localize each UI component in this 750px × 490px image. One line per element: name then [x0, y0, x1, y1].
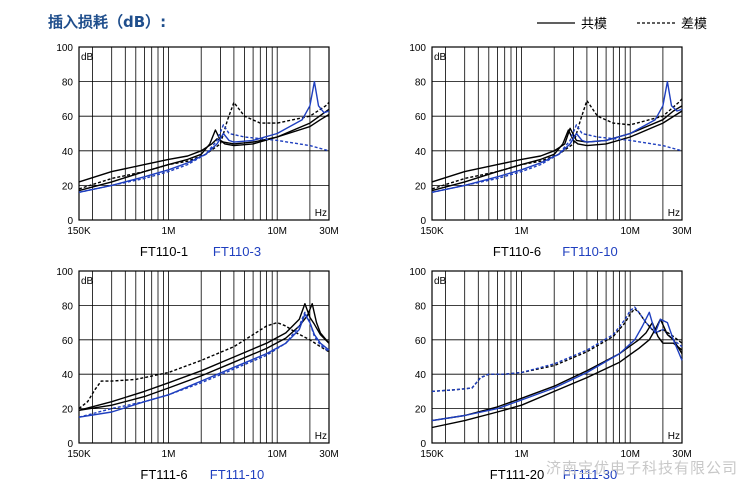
series-line-5: [431, 124, 683, 193]
x-tick-label: 1M: [515, 226, 529, 237]
y-tick-label: 80: [62, 301, 74, 312]
y-tick-label: 0: [67, 216, 73, 227]
x-unit-label: Hz: [668, 431, 680, 442]
chart-panel-3: 0 20 40 60 80 100 150K 1M 10M 30M dB Hz FT111-6 FT111…: [56, 267, 338, 482]
series-line-1: [78, 321, 330, 410]
plot-background: [432, 47, 682, 220]
y-tick-label: 60: [62, 336, 74, 347]
series-line-3: [78, 108, 330, 192]
x-tick-label: 10M: [620, 226, 639, 237]
y-tick-label: 60: [62, 112, 74, 123]
series-line-5: [431, 311, 683, 422]
page-title: 插入损耗（dB）:: [48, 13, 167, 31]
plot-background: [79, 271, 329, 443]
legend: 共模 差模: [537, 17, 707, 32]
caption-blue: FT110-3: [213, 244, 261, 259]
series-line-4: [78, 80, 330, 193]
watermark: 济南宝优电子科技有限公司: [545, 459, 738, 477]
series-line-5: [78, 124, 330, 193]
series-line-1: [431, 105, 683, 183]
plot-frame: [78, 270, 330, 444]
series-line-2: [78, 303, 330, 411]
x-tick-label: 30M: [672, 449, 691, 460]
series-line-3: [78, 303, 330, 411]
y-tick-label: 20: [415, 181, 427, 192]
x-tick-label: 150K: [67, 449, 91, 460]
y-tick-label: 60: [415, 112, 427, 123]
y-unit-label: dB: [81, 52, 94, 63]
y-unit-label: dB: [81, 276, 94, 287]
x-tick-label: 10M: [267, 226, 286, 237]
caption-blue: FT111-30: [563, 467, 617, 482]
x-tick-label: 150K: [420, 226, 444, 237]
y-tick-label: 60: [415, 336, 427, 347]
x-tick-label: 30M: [319, 449, 338, 460]
y-tick-label: 100: [409, 267, 426, 278]
x-tick-label: 30M: [319, 226, 338, 237]
y-tick-label: 80: [415, 78, 427, 89]
y-unit-label: dB: [434, 52, 447, 63]
x-unit-label: Hz: [668, 208, 680, 219]
chart-panel-1: 0 20 40 60 80 100 150K 1M 10M 30M dB Hz FT110-1 FT110…: [56, 43, 338, 259]
plot-frame: [431, 46, 683, 221]
plot-background: [79, 47, 329, 220]
chart-panel-2: 0 20 40 60 80 100 150K 1M 10M 30M dB Hz FT110-6 FT110…: [409, 43, 691, 259]
x-tick-label: 150K: [420, 449, 444, 460]
plot-frame: [78, 46, 330, 221]
y-tick-label: 40: [415, 370, 427, 381]
x-tick-label: 10M: [267, 449, 286, 460]
series-line-3: [431, 110, 683, 192]
y-tick-label: 40: [415, 147, 427, 158]
y-tick-label: 20: [415, 405, 427, 416]
x-tick-label: 1M: [162, 226, 176, 237]
caption-blue: FT111-10: [210, 467, 264, 482]
series-line-2: [431, 306, 683, 393]
y-tick-label: 40: [62, 147, 74, 158]
y-tick-label: 80: [62, 78, 74, 89]
series-line-4: [431, 80, 683, 193]
y-tick-label: 100: [56, 43, 73, 54]
y-tick-label: 80: [415, 301, 427, 312]
y-tick-label: 0: [420, 439, 426, 450]
x-tick-label: 10M: [620, 449, 639, 460]
caption-black: FT110-1: [140, 244, 188, 259]
series-line-3: [431, 318, 683, 429]
y-tick-label: 20: [62, 405, 74, 416]
legend-dashed-label: 差模: [681, 17, 707, 32]
y-tick-label: 0: [420, 216, 426, 227]
legend-solid-label: 共模: [581, 17, 607, 32]
series-line-4: [431, 321, 683, 422]
plot-background: [432, 271, 682, 443]
y-tick-label: 100: [56, 267, 73, 278]
x-tick-label: 30M: [672, 226, 691, 237]
chart-panel-4: 0 20 40 60 80 100 150K 1M 10M 30M dB Hz FT111-20 FT11…: [409, 267, 691, 482]
y-unit-label: dB: [434, 276, 447, 287]
x-unit-label: Hz: [315, 208, 327, 219]
y-tick-label: 0: [67, 439, 73, 450]
caption-blue: FT110-10: [562, 244, 617, 259]
caption-black: FT111-20: [490, 467, 544, 482]
x-tick-label: 1M: [515, 449, 529, 460]
x-tick-label: 1M: [162, 449, 176, 460]
y-tick-label: 100: [409, 43, 426, 54]
y-tick-label: 20: [62, 181, 74, 192]
caption-black: FT111-6: [140, 467, 187, 482]
caption-black: FT110-6: [493, 244, 541, 259]
x-unit-label: Hz: [315, 431, 327, 442]
y-tick-label: 40: [62, 370, 74, 381]
series-line-5: [78, 311, 330, 418]
x-tick-label: 150K: [67, 226, 91, 237]
plot-frame: [431, 270, 683, 444]
